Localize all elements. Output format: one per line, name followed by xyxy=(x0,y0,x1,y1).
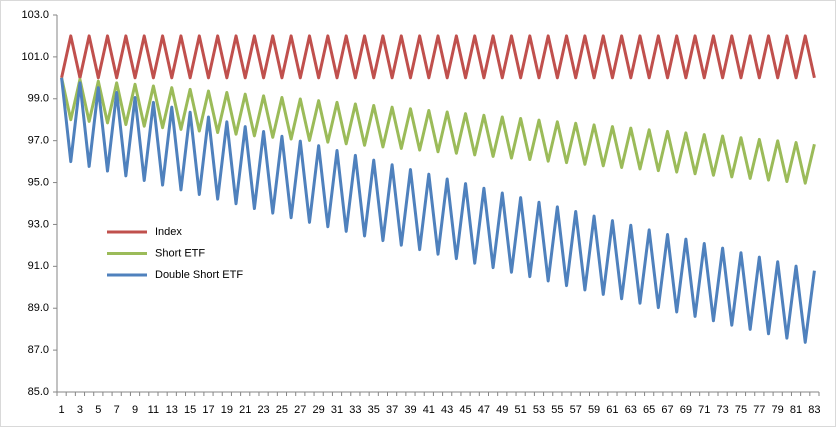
x-tick-label: 41 xyxy=(423,404,435,416)
y-tick-label: 97.0 xyxy=(28,135,49,147)
y-tick-label: 89.0 xyxy=(28,302,49,314)
x-tick-label: 13 xyxy=(166,404,178,416)
x-tick-label: 7 xyxy=(114,404,120,416)
x-tick-label: 75 xyxy=(735,404,747,416)
x-tick-label: 47 xyxy=(478,404,490,416)
y-tick-label: 101.0 xyxy=(21,51,49,63)
x-tick-label: 77 xyxy=(753,404,765,416)
x-tick-label: 33 xyxy=(349,404,361,416)
x-tick-label: 23 xyxy=(257,404,269,416)
x-tick-label: 17 xyxy=(202,404,214,416)
x-tick-label: 59 xyxy=(588,404,600,416)
x-tick-label: 9 xyxy=(132,404,138,416)
x-tick-label: 29 xyxy=(313,404,325,416)
y-tick-label: 91.0 xyxy=(28,260,49,272)
x-tick-label: 81 xyxy=(790,404,802,416)
x-tick-label: 67 xyxy=(661,404,673,416)
x-tick-label: 27 xyxy=(294,404,306,416)
x-tick-label: 19 xyxy=(221,404,233,416)
x-tick-label: 73 xyxy=(716,404,728,416)
series-line xyxy=(60,77,816,185)
x-tick-label: 3 xyxy=(77,404,83,416)
x-tick-label: 15 xyxy=(184,404,196,416)
x-tick-label: 25 xyxy=(276,404,288,416)
x-tick-label: 39 xyxy=(404,404,416,416)
x-tick-label: 11 xyxy=(148,404,159,416)
legend-label: Index xyxy=(155,226,182,238)
x-tick-label: 21 xyxy=(239,404,251,416)
x-tick-label: 69 xyxy=(680,404,692,416)
legend-label: Double Short ETF xyxy=(155,269,243,281)
x-tick-label: 5 xyxy=(95,404,101,416)
x-tick-label: 1 xyxy=(59,404,65,416)
y-tick-label: 103.0 xyxy=(21,9,49,21)
x-tick-label: 53 xyxy=(533,404,545,416)
y-tick-label: 95.0 xyxy=(28,176,49,188)
x-tick-label: 49 xyxy=(496,404,508,416)
x-tick-label: 31 xyxy=(331,404,343,416)
legend-label: Short ETF xyxy=(155,247,205,259)
x-tick-label: 43 xyxy=(441,404,453,416)
x-tick-label: 79 xyxy=(772,404,784,416)
x-tick-label: 55 xyxy=(551,404,563,416)
x-tick-label: 37 xyxy=(386,404,398,416)
x-tick-label: 35 xyxy=(368,404,380,416)
series-line xyxy=(60,77,816,344)
series-line xyxy=(60,34,816,80)
y-tick-label: 99.0 xyxy=(28,93,49,105)
y-tick-label: 93.0 xyxy=(28,218,49,230)
x-tick-label: 71 xyxy=(698,404,710,416)
x-tick-label: 65 xyxy=(643,404,655,416)
x-tick-label: 45 xyxy=(459,404,471,416)
x-tick-label: 51 xyxy=(515,404,527,416)
x-tick-label: 61 xyxy=(606,404,618,416)
x-tick-label: 57 xyxy=(570,404,582,416)
y-tick-label: 87.0 xyxy=(28,344,49,356)
x-tick-label: 83 xyxy=(808,404,820,416)
y-tick-label: 85.0 xyxy=(28,386,49,398)
x-tick-label: 63 xyxy=(625,404,637,416)
